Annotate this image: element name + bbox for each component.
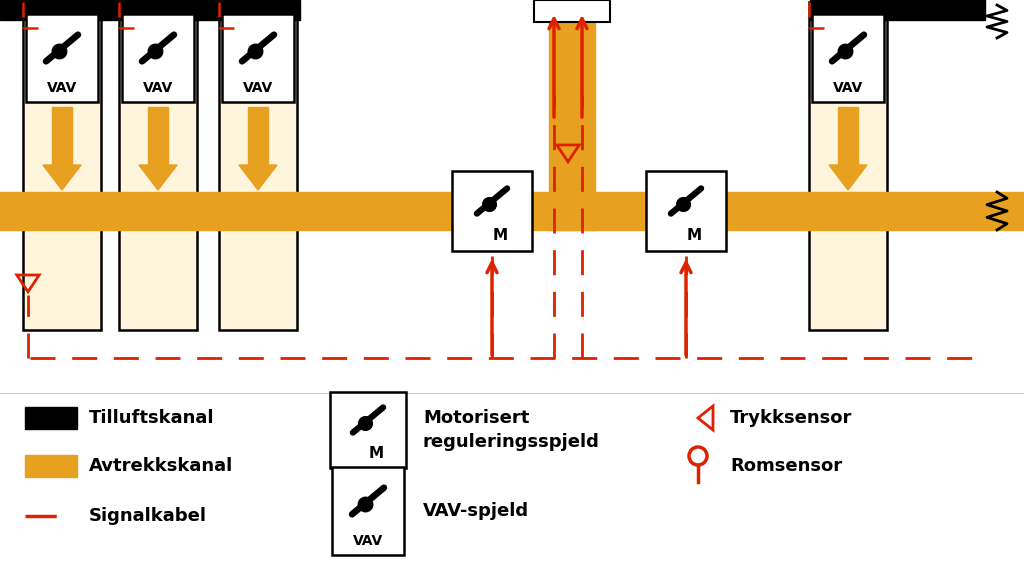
Bar (332, 467, 404, 555)
Bar (23, 2, 101, 330)
Text: Motorisert: Motorisert (423, 409, 529, 427)
Bar (25, 407, 77, 429)
Bar (532, 192, 646, 230)
Bar (330, 392, 406, 468)
Bar (122, 14, 194, 102)
Bar (0, 192, 452, 230)
Text: M: M (369, 447, 384, 462)
Text: VAV: VAV (353, 534, 383, 548)
Text: Trykksensor: Trykksensor (730, 409, 852, 427)
Bar (222, 14, 294, 102)
Bar (452, 171, 532, 251)
Bar (52, 107, 72, 165)
Bar (809, 2, 887, 330)
Bar (119, 2, 197, 330)
Bar (534, 0, 610, 22)
Text: M: M (493, 227, 508, 243)
Bar (0, 0, 300, 20)
Text: VAV: VAV (143, 81, 173, 95)
Bar (838, 107, 858, 165)
Bar (26, 14, 98, 102)
Text: VAV: VAV (47, 81, 77, 95)
Text: Tilluftskanal: Tilluftskanal (89, 409, 214, 427)
Bar (726, 192, 1024, 230)
Bar (812, 14, 884, 102)
Bar (549, 0, 595, 230)
Text: reguleringsspjeld: reguleringsspjeld (423, 433, 600, 451)
Polygon shape (43, 165, 81, 190)
Bar (25, 455, 77, 477)
Text: M: M (686, 227, 701, 243)
Text: VAV-spjeld: VAV-spjeld (423, 502, 529, 520)
Text: Avtrekkskanal: Avtrekkskanal (89, 457, 233, 475)
Text: VAV: VAV (243, 81, 273, 95)
Bar (646, 171, 726, 251)
Bar (219, 2, 297, 330)
Text: Signalkabel: Signalkabel (89, 507, 207, 525)
Polygon shape (239, 165, 278, 190)
Text: Romsensor: Romsensor (730, 457, 842, 475)
Bar (810, 0, 985, 20)
Polygon shape (139, 165, 177, 190)
Bar (148, 107, 168, 165)
Text: VAV: VAV (833, 81, 863, 95)
Polygon shape (829, 165, 867, 190)
Bar (248, 107, 268, 165)
